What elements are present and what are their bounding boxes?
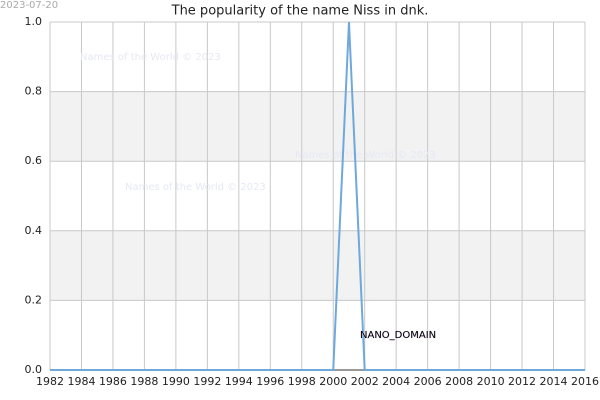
x-tick-label: 1992 [193, 375, 221, 388]
x-tick-label: 2016 [571, 375, 599, 388]
x-tick-label: 1982 [36, 375, 64, 388]
watermark: Names of the World © 2023 [80, 52, 221, 63]
x-tick-label: 2004 [382, 375, 410, 388]
chart-title: The popularity of the name Niss in dnk. [171, 4, 429, 19]
x-tick-label: 2008 [445, 375, 473, 388]
x-tick-label: 1990 [162, 375, 190, 388]
x-tick-label: 1986 [99, 375, 127, 388]
x-tick-label: 1994 [225, 375, 253, 388]
watermark: Names of the World © 2023 [125, 182, 266, 193]
x-tick-label: 2000 [319, 375, 347, 388]
x-tick-label: 2010 [477, 375, 505, 388]
x-tick-label: 2006 [414, 375, 442, 388]
y-tick-label: 0.4 [25, 224, 43, 237]
watermark: Names of the World © 2023 [295, 150, 436, 161]
x-tick-label: 1988 [130, 375, 158, 388]
line [50, 21, 585, 371]
y-tick-label: 0.0 [25, 363, 43, 376]
y-tick-label: 1.0 [25, 15, 43, 28]
timestamp: 2023-07-20 [0, 0, 58, 11]
x-tick-label: 1998 [288, 375, 316, 388]
x-tick-label: 2012 [508, 375, 536, 388]
domain-label: NANO_DOMAIN [360, 330, 436, 341]
x-tick-label: 1984 [67, 375, 95, 388]
x-tick-label: 1996 [256, 375, 284, 388]
x-tick-label: 2002 [351, 375, 379, 388]
y-tick-label: 0.2 [25, 293, 43, 306]
y-tick-label: 0.6 [25, 154, 43, 167]
y-tick-label: 0.8 [25, 85, 43, 98]
band [50, 230, 585, 301]
x-tick-label: 2014 [540, 375, 568, 388]
band [50, 91, 585, 162]
